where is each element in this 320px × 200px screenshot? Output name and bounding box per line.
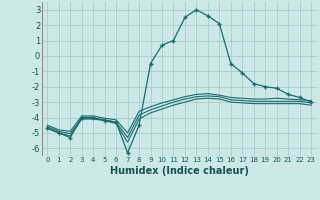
X-axis label: Humidex (Indice chaleur): Humidex (Indice chaleur)	[110, 166, 249, 176]
